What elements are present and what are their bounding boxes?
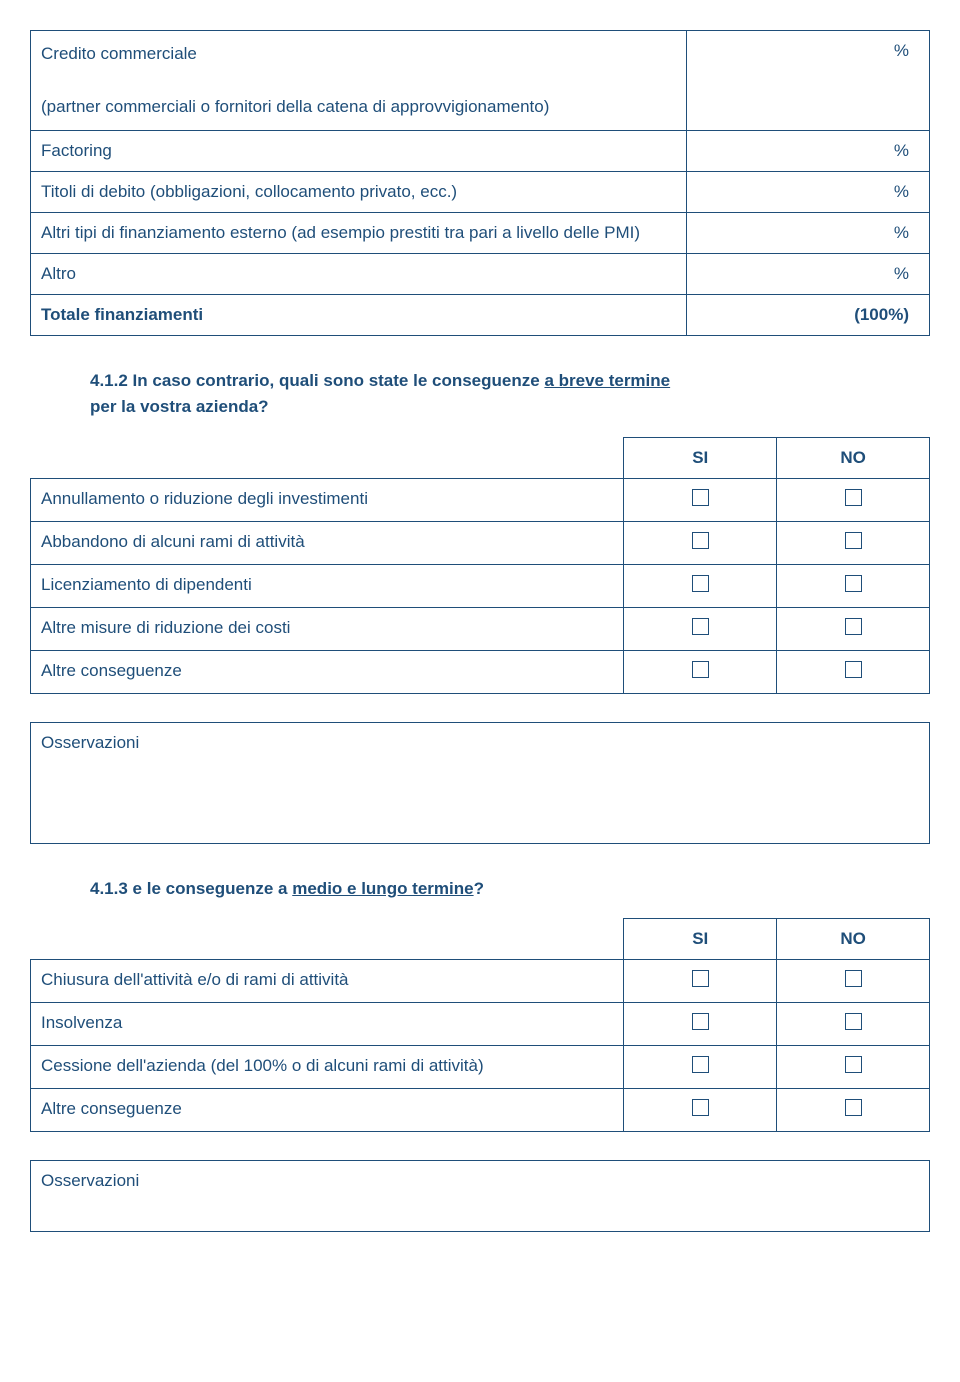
cell-label: Altre misure di riduzione dei costi bbox=[41, 618, 290, 637]
question-number: 4.1.3 bbox=[90, 879, 128, 898]
consequences-short-table: SI NO Annullamento o riduzione degli inv… bbox=[30, 437, 930, 694]
cell-value: (100%) bbox=[854, 305, 909, 324]
table-row: Titoli di debito (obbligazioni, collocam… bbox=[31, 172, 930, 213]
table-row: Altri tipi di finanziamento esterno (ad … bbox=[31, 213, 930, 254]
question-underlined: medio e lungo termine bbox=[292, 879, 473, 898]
checkbox[interactable] bbox=[692, 970, 709, 987]
table-row: Credito commerciale (partner commerciali… bbox=[31, 31, 930, 131]
cell-label: Titoli di debito (obbligazioni, collocam… bbox=[41, 182, 457, 201]
checkbox[interactable] bbox=[692, 661, 709, 678]
checkbox[interactable] bbox=[692, 575, 709, 592]
cell-subtext: (partner commerciali o fornitori della c… bbox=[41, 97, 549, 116]
cell-label: Totale finanziamenti bbox=[41, 305, 203, 324]
checkbox[interactable] bbox=[845, 661, 862, 678]
table-row: Factoring % bbox=[31, 131, 930, 172]
header-si: SI bbox=[624, 437, 777, 478]
cell-label: Altri tipi di finanziamento esterno (ad … bbox=[41, 223, 640, 242]
checkbox[interactable] bbox=[845, 489, 862, 506]
header-no: NO bbox=[777, 437, 930, 478]
cell-label: Abbandono di alcuni rami di attività bbox=[41, 532, 305, 551]
question-text-prefix: e le conseguenze a bbox=[133, 879, 293, 898]
question-suffix: ? bbox=[474, 879, 484, 898]
table-header-row: SI NO bbox=[31, 919, 930, 960]
checkbox[interactable] bbox=[845, 618, 862, 635]
table-row: Altre conseguenze bbox=[31, 650, 930, 693]
observations-label: Osservazioni bbox=[41, 1171, 139, 1190]
cell-value: % bbox=[894, 223, 909, 242]
checkbox[interactable] bbox=[692, 489, 709, 506]
question-number: 4.1.2 bbox=[90, 371, 128, 390]
table-row: Altre misure di riduzione dei costi bbox=[31, 607, 930, 650]
cell-label: Credito commerciale bbox=[41, 44, 197, 63]
checkbox[interactable] bbox=[845, 532, 862, 549]
table-row: Totale finanziamenti (100%) bbox=[31, 295, 930, 336]
cell-label: Factoring bbox=[41, 141, 112, 160]
cell-label: Cessione dell'azienda (del 100% o di alc… bbox=[41, 1056, 484, 1075]
checkbox[interactable] bbox=[845, 575, 862, 592]
observations-box-2[interactable]: Osservazioni bbox=[30, 1160, 930, 1232]
table-row: Altre conseguenze bbox=[31, 1089, 930, 1132]
cell-label: Licenziamento di dipendenti bbox=[41, 575, 252, 594]
observations-label: Osservazioni bbox=[41, 733, 139, 752]
cell-label: Altre conseguenze bbox=[41, 661, 182, 680]
checkbox[interactable] bbox=[692, 532, 709, 549]
cell-value: % bbox=[894, 182, 909, 201]
cell-label: Altre conseguenze bbox=[41, 1099, 182, 1118]
checkbox[interactable] bbox=[845, 1056, 862, 1073]
header-si: SI bbox=[624, 919, 777, 960]
cell-label: Altro bbox=[41, 264, 76, 283]
question-412: 4.1.2 In caso contrario, quali sono stat… bbox=[90, 368, 930, 421]
checkbox[interactable] bbox=[845, 1099, 862, 1116]
checkbox[interactable] bbox=[692, 1013, 709, 1030]
checkbox[interactable] bbox=[845, 1013, 862, 1030]
cell-label: Chiusura dell'attività e/o di rami di at… bbox=[41, 970, 349, 989]
question-413: 4.1.3 e le conseguenze a medio e lungo t… bbox=[90, 876, 930, 902]
cell-value: % bbox=[894, 141, 909, 160]
checkbox[interactable] bbox=[692, 1099, 709, 1116]
financing-table: Credito commerciale (partner commerciali… bbox=[30, 30, 930, 336]
table-row: Chiusura dell'attività e/o di rami di at… bbox=[31, 960, 930, 1003]
table-row: Altro % bbox=[31, 254, 930, 295]
checkbox[interactable] bbox=[845, 970, 862, 987]
cell-label: Insolvenza bbox=[41, 1013, 122, 1032]
table-row: Licenziamento di dipendenti bbox=[31, 564, 930, 607]
checkbox[interactable] bbox=[692, 618, 709, 635]
table-row: Cessione dell'azienda (del 100% o di alc… bbox=[31, 1046, 930, 1089]
table-header-row: SI NO bbox=[31, 437, 930, 478]
cell-value: % bbox=[894, 41, 909, 60]
observations-box-1[interactable]: Osservazioni bbox=[30, 722, 930, 844]
question-text-prefix: In caso contrario, quali sono state le c… bbox=[133, 371, 545, 390]
question-underlined: a breve termine bbox=[544, 371, 670, 390]
checkbox[interactable] bbox=[692, 1056, 709, 1073]
question-line2: per la vostra azienda? bbox=[90, 397, 269, 416]
table-row: Insolvenza bbox=[31, 1003, 930, 1046]
table-row: Abbandono di alcuni rami di attività bbox=[31, 521, 930, 564]
cell-value: % bbox=[894, 264, 909, 283]
table-row: Annullamento o riduzione degli investime… bbox=[31, 478, 930, 521]
cell-label: Annullamento o riduzione degli investime… bbox=[41, 489, 368, 508]
header-no: NO bbox=[777, 919, 930, 960]
consequences-long-table: SI NO Chiusura dell'attività e/o di rami… bbox=[30, 918, 930, 1132]
